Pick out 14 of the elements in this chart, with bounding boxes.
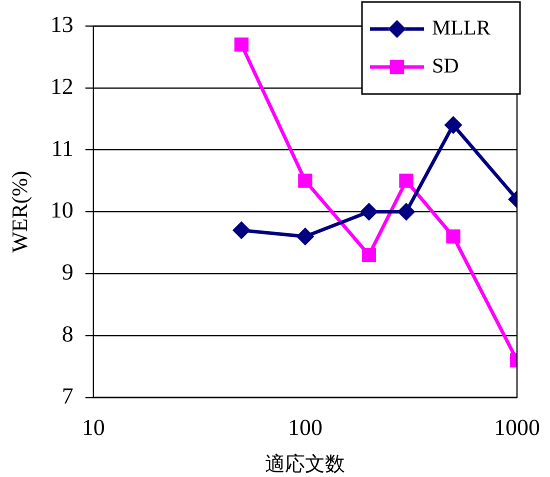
y-tick-label: 12 [50, 74, 74, 99]
legend-label: SD [432, 54, 459, 78]
y-tick-label: 8 [62, 322, 74, 347]
legend-label: MLLR [432, 16, 490, 40]
y-tick-label: 13 [50, 12, 74, 38]
x-tick-label: 100 [288, 415, 322, 440]
x-tick-label: 10 [82, 415, 105, 440]
y-tick-label: 9 [62, 260, 74, 285]
x-axis-title: 適応文数 [265, 452, 346, 476]
y-tick-label: 10 [50, 198, 74, 223]
x-tick-label: 1000 [494, 415, 540, 440]
y-tick-label: 11 [51, 136, 74, 161]
y-axis-title: WER(%) [6, 170, 32, 253]
y-tick-label: 7 [62, 383, 74, 408]
